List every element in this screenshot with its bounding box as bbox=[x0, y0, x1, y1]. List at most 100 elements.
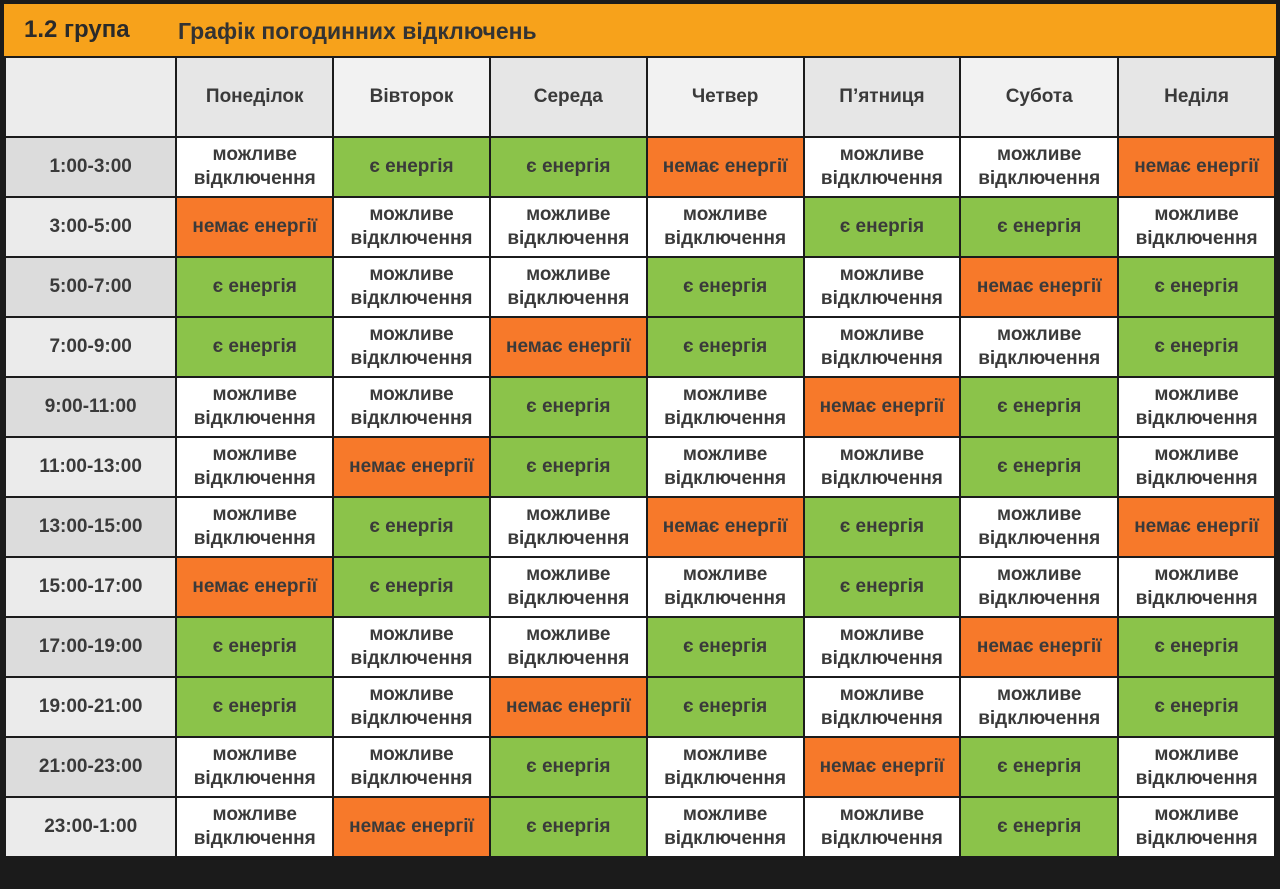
status-cell-maybe: можливе відключення bbox=[332, 256, 491, 318]
status-cell-maybe: можливе відключення bbox=[959, 316, 1120, 378]
day-header-sunday: Неділя bbox=[1117, 56, 1276, 138]
time-slot-label: 11:00-13:00 bbox=[3, 436, 178, 498]
status-cell-yes: є енергія bbox=[332, 556, 491, 618]
day-header-wednesday: Середа bbox=[488, 56, 648, 138]
status-cell-yes: є енергія bbox=[959, 796, 1120, 858]
status-cell-maybe: можливе відключення bbox=[175, 736, 335, 798]
time-slot-label: 1:00-3:00 bbox=[3, 136, 178, 198]
status-cell-no: немає енергії bbox=[1117, 496, 1276, 558]
table-row: 9:00-11:00 можливе відключення можливе від… bbox=[3, 376, 1276, 438]
status-cell-maybe: можливе відключення bbox=[645, 196, 805, 258]
status-cell-yes: є енергія bbox=[488, 796, 648, 858]
table-row: 3:00-5:00 немає енергії можливе відключенн… bbox=[3, 196, 1276, 258]
status-cell-maybe: можливе відключення bbox=[175, 376, 335, 438]
status-cell-no: немає енергії bbox=[802, 736, 962, 798]
status-cell-maybe: можливе відключення bbox=[1117, 556, 1276, 618]
status-cell-maybe: можливе відключення bbox=[645, 796, 805, 858]
status-cell-no: немає енергії bbox=[802, 376, 962, 438]
status-cell-yes: є енергія bbox=[175, 616, 335, 678]
status-cell-maybe: можливе відключення bbox=[645, 376, 805, 438]
status-cell-maybe: можливе відключення bbox=[959, 676, 1120, 738]
status-cell-yes: є енергія bbox=[1117, 676, 1276, 738]
table-row: 17:00-19:00 є енергія можливе відключення м… bbox=[3, 616, 1276, 678]
status-cell-maybe: можливе відключення bbox=[488, 496, 648, 558]
status-cell-maybe: можливе відключення bbox=[1117, 436, 1276, 498]
table-row: 7:00-9:00 є енергія можливе відключення нем… bbox=[3, 316, 1276, 378]
status-cell-yes: є енергія bbox=[1117, 616, 1276, 678]
table-row: 1:00-3:00 можливе відключення є енергія є е… bbox=[3, 136, 1276, 198]
status-cell-maybe: можливе відключення bbox=[332, 676, 491, 738]
status-cell-maybe: можливе відключення bbox=[1117, 376, 1276, 438]
table-row: 11:00-13:00 можливе відключення немає енер… bbox=[3, 436, 1276, 498]
status-cell-no: немає енергії bbox=[488, 316, 648, 378]
status-cell-maybe: можливе відключення bbox=[802, 676, 962, 738]
time-slot-label: 19:00-21:00 bbox=[3, 676, 178, 738]
day-header-thursday: Четвер bbox=[645, 56, 805, 138]
status-cell-yes: є енергія bbox=[645, 316, 805, 378]
table-row: 21:00-23:00 можливе відключення можливе ві… bbox=[3, 736, 1276, 798]
time-slot-label: 3:00-5:00 bbox=[3, 196, 178, 258]
schedule-title: Графік погодинних відключень bbox=[178, 18, 537, 44]
header-bar: 1.2 група Графік погодинних відключень bbox=[4, 4, 1276, 56]
status-cell-maybe: можливе відключення bbox=[802, 436, 962, 498]
corner-cell bbox=[3, 56, 178, 138]
table-row: 5:00-7:00 є енергія можливе відключення мож… bbox=[3, 256, 1276, 318]
status-cell-yes: є енергія bbox=[175, 256, 335, 318]
day-header-tuesday: Вівторок bbox=[332, 56, 491, 138]
status-cell-no: немає енергії bbox=[175, 556, 335, 618]
time-slot-label: 7:00-9:00 bbox=[3, 316, 178, 378]
status-cell-maybe: можливе відключення bbox=[175, 436, 335, 498]
status-cell-maybe: можливе відключення bbox=[332, 616, 491, 678]
status-cell-yes: є енергія bbox=[332, 136, 491, 198]
table-row: 13:00-15:00 можливе відключення є енергія м… bbox=[3, 496, 1276, 558]
time-slot-label: 15:00-17:00 bbox=[3, 556, 178, 618]
status-cell-no: немає енергії bbox=[1117, 136, 1276, 198]
status-cell-yes: є енергія bbox=[332, 496, 491, 558]
status-cell-maybe: можливе відключення bbox=[959, 496, 1120, 558]
day-header-monday: Понеділок bbox=[175, 56, 335, 138]
time-slot-label: 13:00-15:00 bbox=[3, 496, 178, 558]
day-header-saturday: Субота bbox=[959, 56, 1120, 138]
status-cell-maybe: можливе відключення bbox=[802, 136, 962, 198]
status-cell-maybe: можливе відключення bbox=[959, 556, 1120, 618]
status-cell-maybe: можливе відключення bbox=[332, 736, 491, 798]
status-cell-no: немає енергії bbox=[645, 136, 805, 198]
status-cell-no: немає енергії bbox=[959, 256, 1120, 318]
status-cell-maybe: можливе відключення bbox=[1117, 736, 1276, 798]
status-cell-no: немає енергії bbox=[488, 676, 648, 738]
status-cell-maybe: можливе відключення bbox=[1117, 796, 1276, 858]
status-cell-maybe: можливе відключення bbox=[959, 136, 1120, 198]
status-cell-maybe: можливе відключення bbox=[488, 616, 648, 678]
status-cell-yes: є енергія bbox=[645, 256, 805, 318]
status-cell-yes: є енергія bbox=[959, 376, 1120, 438]
status-cell-maybe: можливе відключення bbox=[645, 736, 805, 798]
status-cell-maybe: можливе відключення bbox=[645, 436, 805, 498]
table-row: 19:00-21:00 є енергія можливе відключення н… bbox=[3, 676, 1276, 738]
time-slot-label: 17:00-19:00 bbox=[3, 616, 178, 678]
status-cell-maybe: можливе відключення bbox=[332, 196, 491, 258]
time-slot-label: 21:00-23:00 bbox=[3, 736, 178, 798]
status-cell-yes: є енергія bbox=[1117, 256, 1276, 318]
status-cell-maybe: можливе відключення bbox=[332, 316, 491, 378]
schedule-table: Понеділок Вівторок Середа Четвер П’ятниц… bbox=[3, 56, 1276, 858]
status-cell-maybe: можливе відключення bbox=[802, 796, 962, 858]
status-cell-yes: є енергія bbox=[802, 196, 962, 258]
status-cell-no: немає енергії bbox=[959, 616, 1120, 678]
status-cell-yes: є енергія bbox=[645, 616, 805, 678]
status-cell-maybe: можливе відключення bbox=[802, 316, 962, 378]
status-cell-no: немає енергії bbox=[332, 436, 491, 498]
schedule-body: 1:00-3:00 можливе відключення є енергія є е… bbox=[3, 136, 1276, 858]
status-cell-yes: є енергія bbox=[488, 136, 648, 198]
status-cell-yes: є енергія bbox=[488, 736, 648, 798]
time-slot-label: 23:00-1:00 bbox=[3, 796, 178, 858]
status-cell-yes: є енергія bbox=[802, 496, 962, 558]
status-cell-maybe: можливе відключення bbox=[802, 616, 962, 678]
group-label: 1.2 група bbox=[24, 16, 130, 43]
status-cell-no: немає енергії bbox=[645, 496, 805, 558]
status-cell-no: немає енергії bbox=[175, 196, 335, 258]
status-cell-maybe: можливе відключення bbox=[645, 556, 805, 618]
status-cell-yes: є енергія bbox=[175, 316, 335, 378]
schedule-frame: 1.2 група Графік погодинних відключень П… bbox=[3, 4, 1276, 885]
status-cell-yes: є енергія bbox=[959, 196, 1120, 258]
status-cell-yes: є енергія bbox=[645, 676, 805, 738]
